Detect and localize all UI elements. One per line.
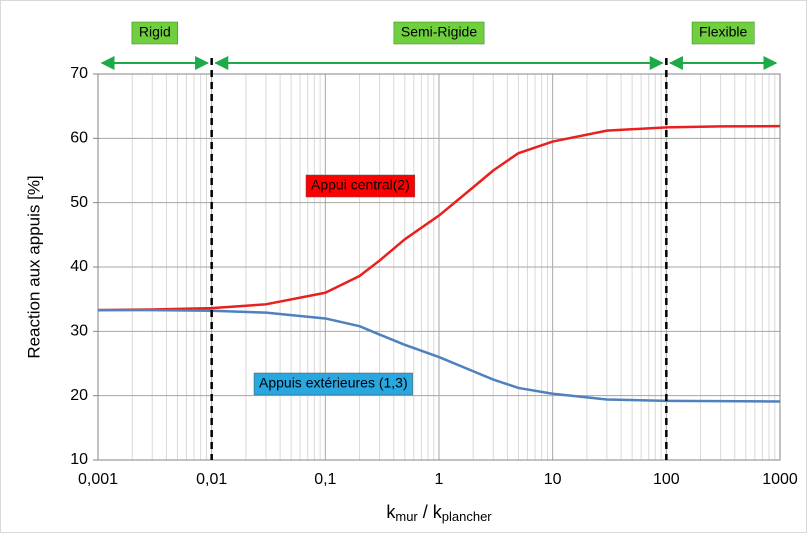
x-label-sub: plancher [442, 509, 493, 524]
y-tick-label: 70 [70, 65, 88, 82]
x-label-part: k [433, 502, 443, 522]
series-label: Appuis extérieures (1,3) [259, 375, 408, 391]
y-tick-label: 20 [70, 387, 88, 404]
x-axis-label: kmur / kplancher [386, 502, 492, 525]
x-tick-label: 1000 [762, 471, 798, 488]
series-label-box [305, 174, 416, 198]
region-label: Semi-Rigide [401, 24, 477, 40]
y-tick-label: 10 [70, 451, 88, 468]
series-label-box [253, 372, 413, 396]
region-box [691, 21, 755, 45]
x-label-part: / [418, 502, 433, 522]
x-tick-label: 100 [653, 471, 680, 488]
x-tick-label: 1 [435, 471, 444, 488]
x-label-part: k [386, 502, 396, 522]
region-box [393, 21, 485, 45]
region-label: Flexible [699, 24, 747, 40]
y-axis-label: Reaction aux appuis [%] [24, 175, 43, 358]
series-line [98, 308, 781, 403]
region-box [131, 21, 179, 45]
x-label-sub: mur [395, 509, 418, 524]
y-tick-label: 50 [70, 194, 88, 211]
y-tick-label: 60 [70, 130, 88, 147]
x-tick-label: 0,01 [196, 471, 227, 488]
series-label: Appui central(2) [311, 177, 410, 193]
region-label: Rigid [139, 24, 171, 40]
y-tick-label: 40 [70, 258, 88, 275]
x-tick-label: 0,1 [314, 471, 336, 488]
plot-border [97, 73, 781, 461]
x-tick-label: 10 [544, 471, 562, 488]
series-line [97, 124, 781, 312]
x-tick-label: 0,001 [78, 471, 118, 488]
y-tick-label: 30 [70, 323, 88, 340]
